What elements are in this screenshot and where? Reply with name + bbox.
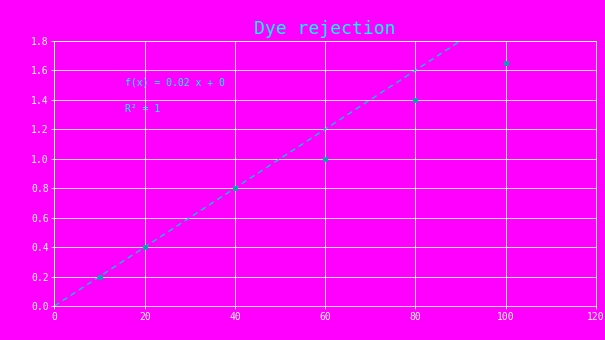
Point (320, 156, 330, 162)
Text: f(x) = 0.02 x + 0: f(x) = 0.02 x + 0 (125, 78, 224, 88)
Point (411, 97, 420, 102)
Point (95, 274, 105, 279)
Point (501, 60, 511, 66)
Title: Dye rejection: Dye rejection (255, 20, 396, 38)
Point (230, 185, 240, 191)
Text: R² = 1: R² = 1 (125, 104, 160, 114)
Point (140, 244, 149, 250)
